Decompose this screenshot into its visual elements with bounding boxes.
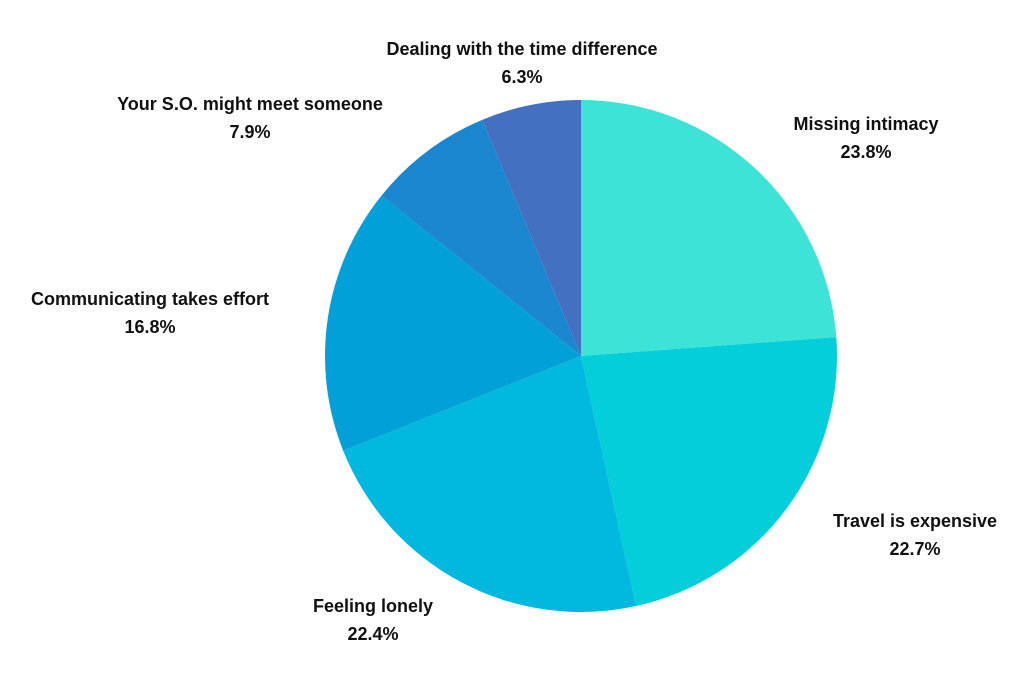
slice-value-label: 16.8% <box>124 317 175 337</box>
slice-label: Communicating takes effort <box>31 289 269 309</box>
slice-value-label: 7.9% <box>229 122 270 142</box>
slice-label: Feeling lonely <box>313 596 433 616</box>
pie-slice-your-s-o-might-meet-someone <box>381 119 581 357</box>
pie-slice-feeling-lonely <box>343 356 637 612</box>
slice-labels: Missing intimacy 23.8% Travel is expensive… <box>31 39 997 644</box>
slice-value-label: 22.7% <box>889 539 940 559</box>
slice-value-label: 22.4% <box>347 624 398 644</box>
pie-slices <box>325 100 837 612</box>
slice-value-label: 6.3% <box>501 67 542 87</box>
slice-label: Travel is expensive <box>833 511 997 531</box>
slice-value-label: 23.8% <box>840 142 891 162</box>
pie-slice-missing-intimacy <box>581 100 837 356</box>
slice-label: Your S.O. might meet someone <box>117 94 383 114</box>
pie-slice-travel-is-expensive <box>581 337 837 606</box>
slice-label: Dealing with the time difference <box>386 39 657 59</box>
pie-slice-dealing-with-the-time-difference <box>482 100 581 356</box>
slice-label: Missing intimacy <box>793 114 938 134</box>
pie-slice-communicating-takes-effort <box>325 195 581 451</box>
